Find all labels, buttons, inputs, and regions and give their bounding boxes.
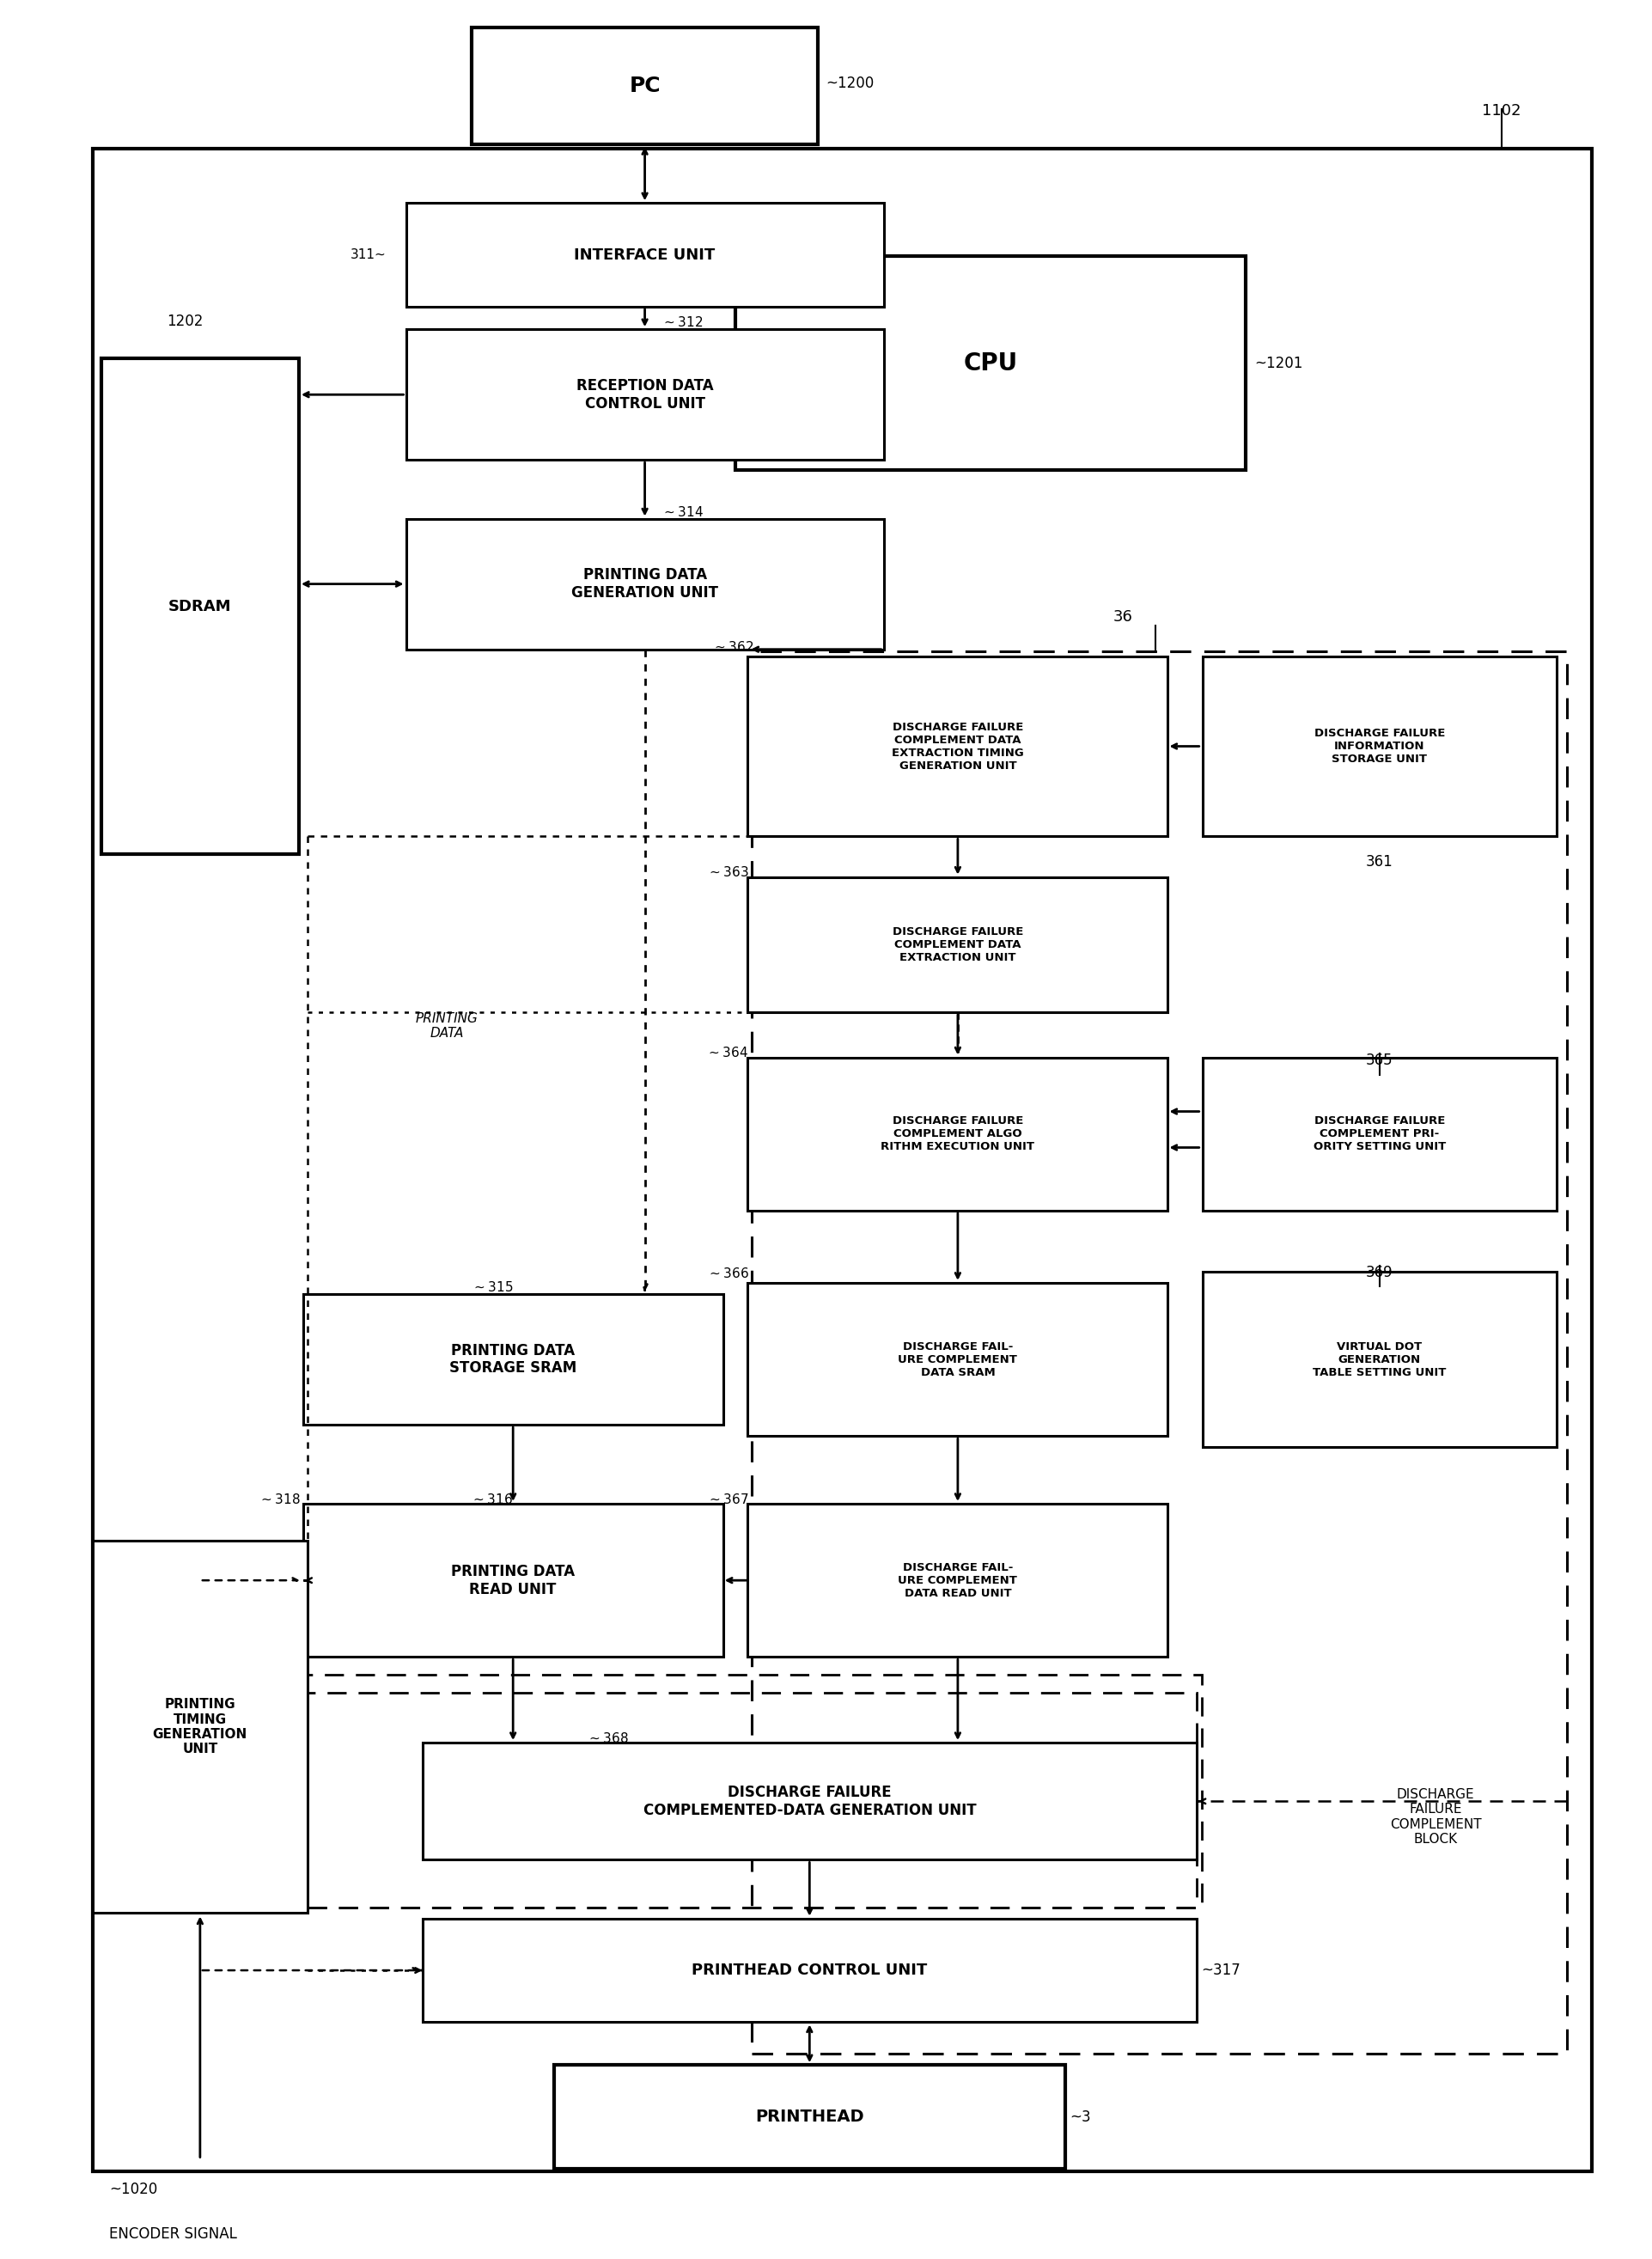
Text: DISCHARGE FAILURE
COMPLEMENT ALGO
RITHM EXECUTION UNIT: DISCHARGE FAILURE COMPLEMENT ALGO RITHM …	[881, 1116, 1034, 1152]
Text: $\sim$318: $\sim$318	[259, 1493, 301, 1507]
Bar	[423, 1742, 1196, 1859]
Bar	[406, 520, 884, 648]
Text: INTERFACE UNIT: INTERFACE UNIT	[575, 246, 715, 262]
Text: $\sim$315: $\sim$315	[471, 1281, 514, 1294]
Text: $\sim$364: $\sim$364	[707, 1046, 748, 1059]
Bar	[302, 1504, 724, 1658]
Bar	[406, 330, 884, 461]
Text: SDRAM: SDRAM	[169, 599, 231, 614]
Bar	[553, 2065, 1066, 2169]
Text: 369: 369	[1366, 1265, 1393, 1281]
Bar	[93, 1541, 307, 1913]
Bar	[752, 651, 1568, 2053]
Bar	[307, 1674, 1201, 1907]
Text: CPU: CPU	[963, 350, 1018, 375]
Bar	[307, 1692, 1196, 1907]
Text: PRINTING
TIMING
GENERATION
UNIT: PRINTING TIMING GENERATION UNIT	[152, 1699, 248, 1755]
Bar	[406, 203, 884, 307]
Text: $\sim$363: $\sim$363	[707, 865, 748, 879]
Bar	[1203, 655, 1556, 836]
Bar	[748, 1283, 1168, 1437]
Bar	[1203, 1272, 1556, 1448]
Bar	[302, 1294, 724, 1425]
Text: 1102: 1102	[1482, 104, 1521, 117]
Text: 36: 36	[1113, 610, 1132, 623]
Bar	[1203, 1057, 1556, 1211]
Text: $\sim$362: $\sim$362	[712, 639, 753, 653]
Bar	[93, 149, 1593, 2171]
Bar	[472, 27, 818, 145]
Text: $\sim$366: $\sim$366	[707, 1267, 748, 1281]
Bar	[748, 1504, 1168, 1658]
Text: ~1020: ~1020	[109, 2182, 159, 2196]
Text: ~1200: ~1200	[826, 77, 874, 90]
Text: DISCHARGE FAILURE
INFORMATION
STORAGE UNIT: DISCHARGE FAILURE INFORMATION STORAGE UN…	[1313, 727, 1446, 766]
Text: ~317: ~317	[1201, 1963, 1241, 1979]
Text: RECEPTION DATA
CONTROL UNIT: RECEPTION DATA CONTROL UNIT	[577, 377, 714, 411]
Text: DISCHARGE FAILURE
COMPLEMENT DATA
EXTRACTION TIMING
GENERATION UNIT: DISCHARGE FAILURE COMPLEMENT DATA EXTRAC…	[892, 721, 1024, 770]
Text: PRINTING
DATA: PRINTING DATA	[416, 1012, 479, 1039]
Text: ENCODER SIGNAL: ENCODER SIGNAL	[109, 2227, 238, 2241]
Text: $\sim$367: $\sim$367	[707, 1493, 748, 1507]
Text: DISCHARGE FAILURE
COMPLEMENT PRI-
ORITY SETTING UNIT: DISCHARGE FAILURE COMPLEMENT PRI- ORITY …	[1313, 1116, 1446, 1152]
Text: DISCHARGE FAILURE
COMPLEMENT DATA
EXTRACTION UNIT: DISCHARGE FAILURE COMPLEMENT DATA EXTRAC…	[892, 926, 1023, 962]
Text: $\sim$314: $\sim$314	[661, 506, 704, 520]
Text: PC: PC	[629, 75, 661, 97]
Text: DISCHARGE FAIL-
URE COMPLEMENT
DATA SRAM: DISCHARGE FAIL- URE COMPLEMENT DATA SRAM	[899, 1342, 1018, 1378]
Text: PRINTHEAD: PRINTHEAD	[755, 2108, 864, 2126]
Bar	[748, 1057, 1168, 1211]
Text: ~3: ~3	[1070, 2110, 1090, 2123]
Text: $\sim$368: $\sim$368	[586, 1730, 628, 1744]
Text: 311~: 311~	[350, 248, 387, 262]
Text: $\sim$312: $\sim$312	[661, 316, 702, 330]
Text: PRINTING DATA
READ UNIT: PRINTING DATA READ UNIT	[451, 1563, 575, 1597]
Text: DISCHARGE FAILURE
COMPLEMENTED-DATA GENERATION UNIT: DISCHARGE FAILURE COMPLEMENTED-DATA GENE…	[643, 1785, 976, 1818]
Text: PRINTING DATA
STORAGE SRAM: PRINTING DATA STORAGE SRAM	[449, 1342, 577, 1376]
Text: ~1201: ~1201	[1254, 355, 1303, 370]
Text: PRINTHEAD CONTROL UNIT: PRINTHEAD CONTROL UNIT	[692, 1963, 927, 1979]
Bar	[735, 255, 1246, 470]
Text: VIRTUAL DOT
GENERATION
TABLE SETTING UNIT: VIRTUAL DOT GENERATION TABLE SETTING UNI…	[1313, 1342, 1446, 1378]
Text: 365: 365	[1366, 1053, 1393, 1069]
Text: 1202: 1202	[167, 314, 203, 330]
Text: PRINTING DATA
GENERATION UNIT: PRINTING DATA GENERATION UNIT	[572, 567, 719, 601]
Text: DISCHARGE
FAILURE
COMPLEMENT
BLOCK: DISCHARGE FAILURE COMPLEMENT BLOCK	[1389, 1789, 1482, 1846]
Text: 361: 361	[1366, 854, 1393, 870]
Bar	[748, 876, 1168, 1012]
Bar	[101, 359, 299, 854]
Text: $\sim$316: $\sim$316	[471, 1493, 514, 1507]
Text: DISCHARGE FAIL-
URE COMPLEMENT
DATA READ UNIT: DISCHARGE FAIL- URE COMPLEMENT DATA READ…	[899, 1561, 1018, 1599]
Bar	[423, 1918, 1196, 2022]
Bar	[748, 655, 1168, 836]
